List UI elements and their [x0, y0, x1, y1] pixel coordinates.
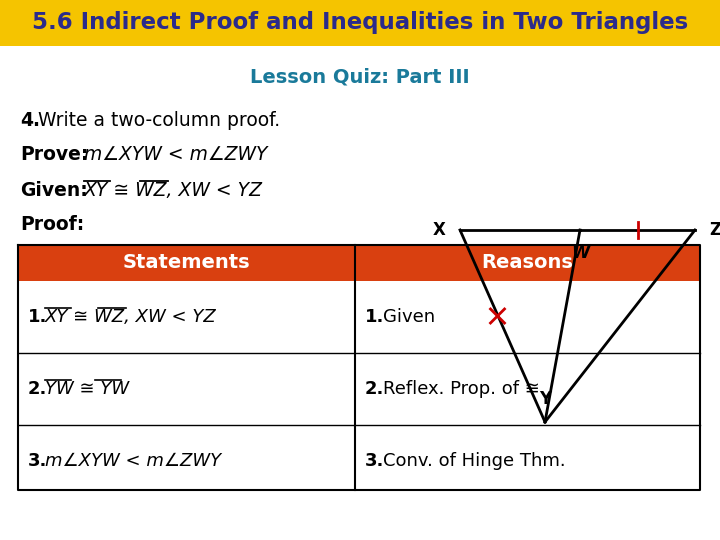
FancyBboxPatch shape [18, 281, 700, 490]
Text: 3.: 3. [28, 452, 48, 470]
Text: Prove:: Prove: [20, 145, 89, 165]
Text: Proof:: Proof: [20, 215, 84, 234]
Text: YW ≅ YW: YW ≅ YW [45, 380, 129, 398]
FancyBboxPatch shape [0, 0, 720, 46]
Text: Given: Given [383, 308, 435, 326]
Text: Statements: Statements [122, 253, 251, 273]
Text: 3.: 3. [365, 452, 384, 470]
Text: Z: Z [709, 221, 720, 239]
Text: Given:: Given: [20, 180, 88, 199]
FancyBboxPatch shape [18, 245, 700, 281]
Text: 5.6 Indirect Proof and Inequalities in Two Triangles: 5.6 Indirect Proof and Inequalities in T… [32, 11, 688, 35]
Text: XY ≅ WZ, XW < YZ: XY ≅ WZ, XW < YZ [84, 180, 263, 199]
Text: 1.: 1. [365, 308, 384, 326]
Text: XY ≅ WZ, XW < YZ: XY ≅ WZ, XW < YZ [45, 308, 217, 326]
Text: m∠XYW < m∠ZWY: m∠XYW < m∠ZWY [45, 452, 221, 470]
Text: 2.: 2. [28, 380, 48, 398]
Text: Write a two-column proof.: Write a two-column proof. [38, 111, 280, 130]
Text: m∠XYW < m∠ZWY: m∠XYW < m∠ZWY [84, 145, 268, 165]
Text: 1.: 1. [28, 308, 48, 326]
Text: X: X [433, 221, 446, 239]
Text: Conv. of Hinge Thm.: Conv. of Hinge Thm. [383, 452, 566, 470]
Text: Lesson Quiz: Part III: Lesson Quiz: Part III [250, 68, 470, 86]
Text: 2.: 2. [365, 380, 384, 398]
Text: Reasons: Reasons [482, 253, 573, 273]
Text: 4.: 4. [20, 111, 40, 130]
Text: W: W [571, 244, 589, 262]
Text: Reflex. Prop. of ≅: Reflex. Prop. of ≅ [383, 380, 540, 398]
Text: Y: Y [539, 390, 551, 408]
